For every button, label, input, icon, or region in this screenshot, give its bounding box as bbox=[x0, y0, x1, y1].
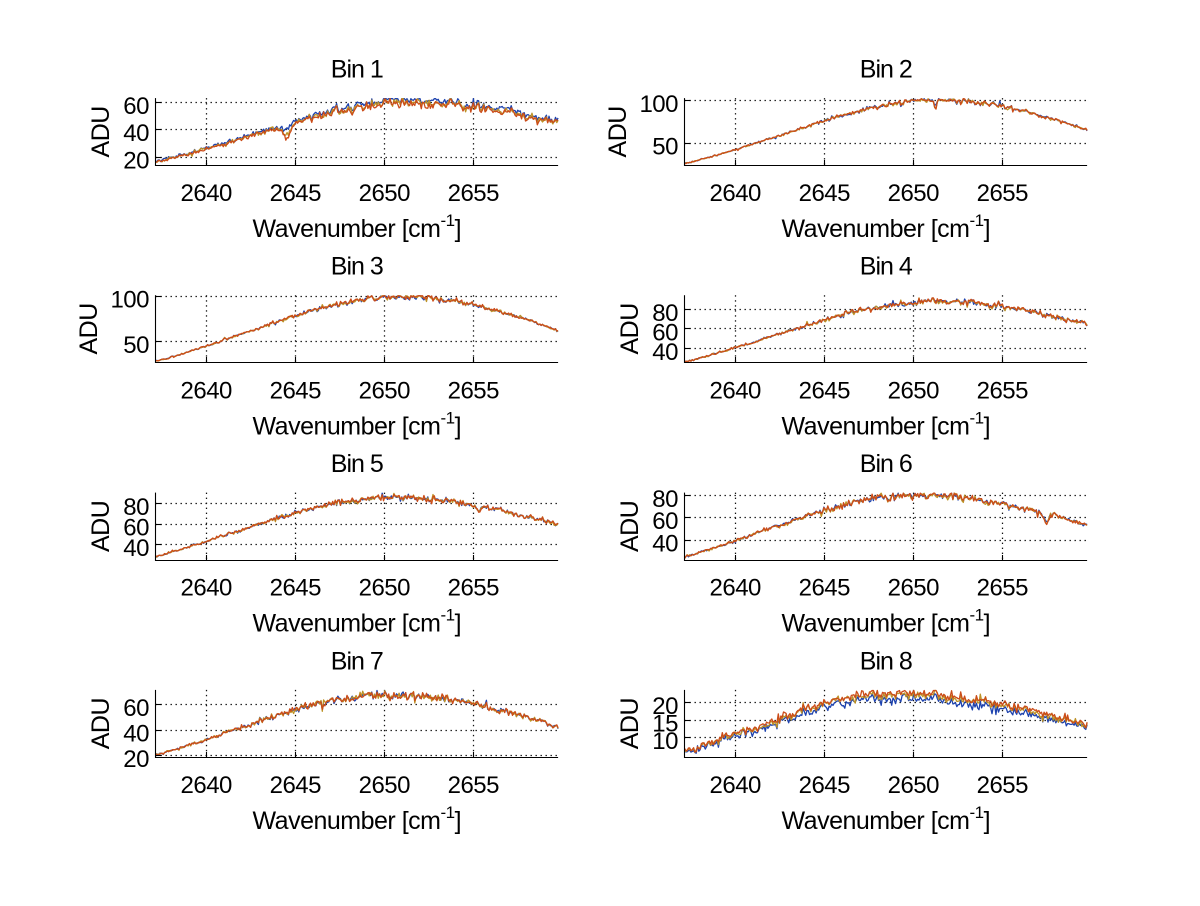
svg-text:2655: 2655 bbox=[448, 575, 500, 602]
svg-text:Bin 1: Bin 1 bbox=[331, 56, 383, 84]
svg-text:ADU: ADU bbox=[75, 303, 103, 354]
svg-text:2655: 2655 bbox=[977, 575, 1029, 602]
svg-text:Wavenumber [cm-1]: Wavenumber [cm-1] bbox=[253, 408, 462, 440]
svg-text:Bin 8: Bin 8 bbox=[860, 647, 912, 675]
svg-text:2650: 2650 bbox=[359, 377, 411, 404]
svg-text:2645: 2645 bbox=[799, 377, 851, 404]
svg-text:2655: 2655 bbox=[448, 772, 500, 799]
svg-text:2640: 2640 bbox=[181, 772, 233, 799]
svg-text:Bin 3: Bin 3 bbox=[331, 253, 383, 281]
svg-text:2650: 2650 bbox=[359, 180, 411, 207]
svg-text:ADU: ADU bbox=[616, 698, 644, 749]
svg-text:80: 80 bbox=[652, 486, 678, 513]
svg-text:2640: 2640 bbox=[710, 180, 762, 207]
svg-text:2655: 2655 bbox=[977, 377, 1029, 404]
svg-text:60: 60 bbox=[123, 93, 149, 120]
svg-text:Bin 7: Bin 7 bbox=[331, 647, 383, 675]
svg-text:2645: 2645 bbox=[799, 575, 851, 602]
svg-text:2640: 2640 bbox=[181, 575, 233, 602]
svg-text:40: 40 bbox=[123, 535, 149, 562]
svg-text:ADU: ADU bbox=[87, 501, 115, 552]
svg-text:Wavenumber [cm-1]: Wavenumber [cm-1] bbox=[253, 803, 462, 835]
svg-text:2640: 2640 bbox=[181, 377, 233, 404]
svg-text:Bin 2: Bin 2 bbox=[860, 56, 912, 84]
svg-text:Bin 6: Bin 6 bbox=[860, 450, 912, 478]
svg-text:2645: 2645 bbox=[270, 772, 322, 799]
svg-text:2640: 2640 bbox=[181, 180, 233, 207]
svg-text:ADU: ADU bbox=[616, 303, 644, 354]
svg-text:2640: 2640 bbox=[710, 772, 762, 799]
svg-text:2650: 2650 bbox=[888, 180, 940, 207]
svg-text:2655: 2655 bbox=[977, 772, 1029, 799]
svg-text:Wavenumber [cm-1]: Wavenumber [cm-1] bbox=[782, 211, 991, 243]
svg-text:2640: 2640 bbox=[710, 575, 762, 602]
svg-text:40: 40 bbox=[123, 120, 149, 147]
svg-text:Wavenumber [cm-1]: Wavenumber [cm-1] bbox=[253, 606, 462, 638]
svg-text:15: 15 bbox=[652, 711, 678, 738]
svg-text:2655: 2655 bbox=[977, 180, 1029, 207]
svg-text:ADU: ADU bbox=[604, 106, 632, 157]
svg-text:2650: 2650 bbox=[888, 575, 940, 602]
svg-text:ADU: ADU bbox=[616, 501, 644, 552]
svg-text:2645: 2645 bbox=[270, 575, 322, 602]
svg-text:80: 80 bbox=[123, 494, 149, 521]
svg-text:40: 40 bbox=[652, 339, 678, 366]
svg-text:20: 20 bbox=[123, 148, 149, 175]
svg-text:2645: 2645 bbox=[799, 180, 851, 207]
svg-text:80: 80 bbox=[652, 300, 678, 327]
svg-text:10: 10 bbox=[652, 728, 678, 755]
svg-text:40: 40 bbox=[123, 721, 149, 748]
svg-text:20: 20 bbox=[652, 693, 678, 720]
svg-text:Bin 4: Bin 4 bbox=[860, 253, 913, 281]
svg-text:2645: 2645 bbox=[799, 772, 851, 799]
svg-text:Bin 5: Bin 5 bbox=[331, 450, 383, 478]
svg-text:2640: 2640 bbox=[710, 377, 762, 404]
svg-text:2645: 2645 bbox=[270, 180, 322, 207]
svg-text:2655: 2655 bbox=[448, 377, 500, 404]
svg-text:2655: 2655 bbox=[448, 180, 500, 207]
svg-text:50: 50 bbox=[652, 134, 678, 161]
svg-text:Wavenumber [cm-1]: Wavenumber [cm-1] bbox=[253, 211, 462, 243]
svg-text:Wavenumber [cm-1]: Wavenumber [cm-1] bbox=[782, 408, 991, 440]
svg-text:100: 100 bbox=[110, 287, 149, 314]
svg-text:2650: 2650 bbox=[888, 772, 940, 799]
svg-text:60: 60 bbox=[123, 695, 149, 722]
svg-text:ADU: ADU bbox=[87, 106, 115, 157]
svg-text:2650: 2650 bbox=[359, 575, 411, 602]
svg-text:100: 100 bbox=[639, 91, 678, 118]
svg-text:ADU: ADU bbox=[87, 698, 115, 749]
svg-text:50: 50 bbox=[123, 332, 149, 359]
svg-text:60: 60 bbox=[123, 515, 149, 542]
svg-text:Wavenumber [cm-1]: Wavenumber [cm-1] bbox=[782, 803, 991, 835]
svg-text:2645: 2645 bbox=[270, 377, 322, 404]
svg-text:2650: 2650 bbox=[359, 772, 411, 799]
svg-text:60: 60 bbox=[652, 320, 678, 347]
svg-text:2650: 2650 bbox=[888, 377, 940, 404]
svg-text:20: 20 bbox=[123, 746, 149, 773]
svg-text:40: 40 bbox=[652, 531, 678, 558]
svg-text:60: 60 bbox=[652, 508, 678, 535]
svg-text:Wavenumber [cm-1]: Wavenumber [cm-1] bbox=[782, 606, 991, 638]
